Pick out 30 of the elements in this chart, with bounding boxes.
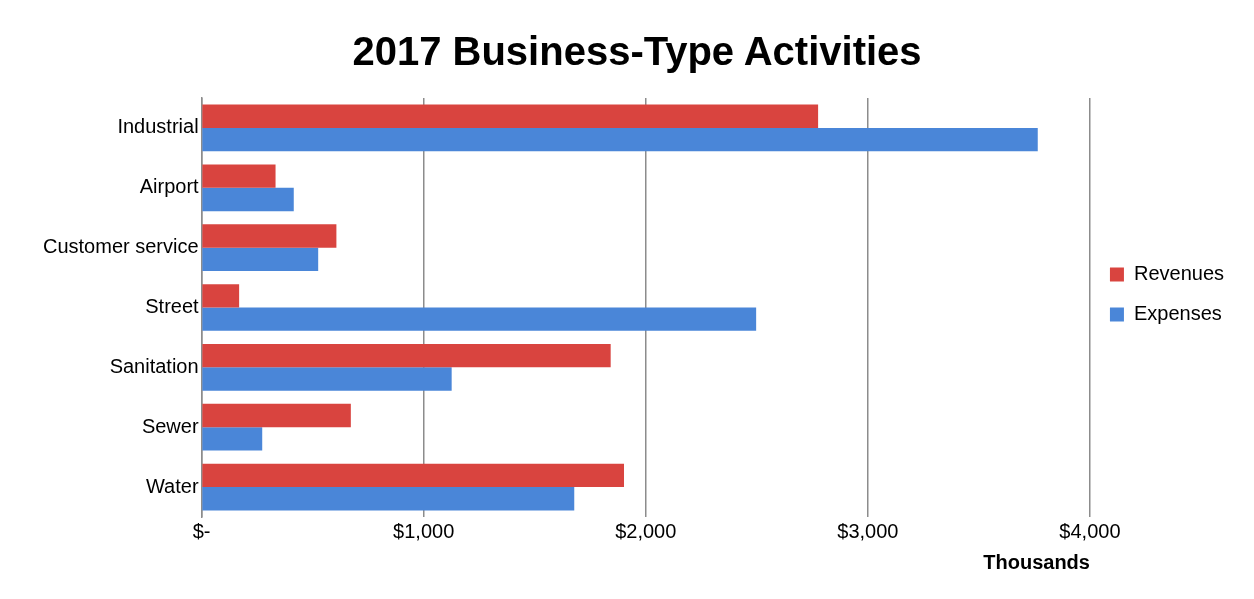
bar	[202, 164, 276, 188]
bar	[202, 247, 319, 271]
y-tick-label: Water	[145, 474, 199, 497]
y-tick-label: Industrial	[117, 115, 199, 138]
x-tick-label: $1,000	[393, 519, 455, 542]
x-axis-title: Thousands	[983, 550, 1090, 573]
bar	[202, 187, 294, 212]
bar	[202, 344, 611, 368]
x-tick-label: $2,000	[615, 519, 677, 542]
bar	[202, 307, 757, 331]
y-tick-label: Sewer	[141, 414, 199, 437]
y-tick-label: Street	[145, 295, 200, 318]
y-tick-label: Airport	[139, 175, 200, 198]
y-tick-label: Sanitation	[109, 354, 199, 377]
x-tick-label: $3,000	[837, 519, 899, 542]
chart-title: 2017 Business-Type Activities	[352, 29, 922, 74]
bar	[202, 284, 240, 308]
bar	[202, 487, 575, 511]
bar	[202, 427, 263, 451]
bar	[202, 403, 351, 428]
x-tick-label: $-	[192, 519, 211, 542]
bar	[202, 367, 452, 391]
bar	[202, 104, 819, 128]
bar	[202, 463, 624, 488]
bar	[202, 224, 337, 248]
bar	[202, 127, 1038, 152]
y-tick-label: Customer service	[42, 235, 199, 258]
legend-label: Expenses	[1133, 302, 1222, 325]
legend-label: Revenues	[1133, 262, 1224, 285]
x-tick-label: $4,000	[1059, 519, 1121, 542]
